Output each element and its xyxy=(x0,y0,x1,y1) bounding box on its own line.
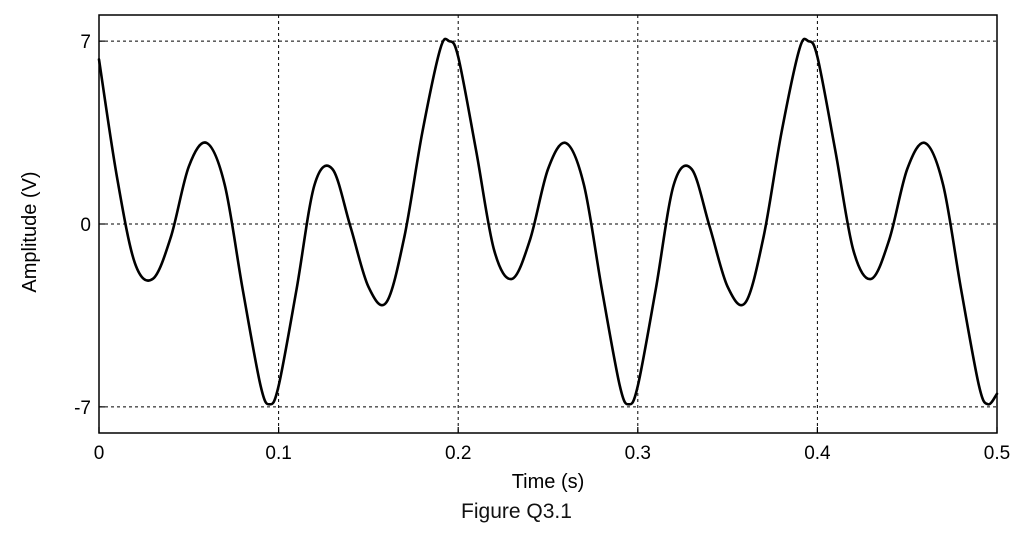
grid-lines xyxy=(99,15,997,433)
y-tick-label: 0 xyxy=(80,215,91,236)
series-line xyxy=(97,37,999,406)
x-tick-label: 0.5 xyxy=(984,443,1010,464)
x-tick-label: 0.4 xyxy=(804,443,831,464)
x-axis-ticks: 0 0.1 0.2 0.3 0.4 0.5 xyxy=(94,427,1010,464)
x-tick-label: 0.1 xyxy=(265,443,291,464)
y-axis-label: Amplitude (V) xyxy=(19,171,41,292)
y-tick-label: -7 xyxy=(74,398,91,419)
x-tick-label: 0 xyxy=(94,443,105,464)
y-axis-ticks: -7 0 7 xyxy=(74,32,105,419)
x-axis-label: Time (s) xyxy=(512,471,585,493)
y-tick-label: 7 xyxy=(80,32,91,53)
figure-caption: Figure Q3.1 xyxy=(461,500,572,523)
x-tick-label: 0.2 xyxy=(445,443,471,464)
x-tick-label: 0.3 xyxy=(625,443,651,464)
